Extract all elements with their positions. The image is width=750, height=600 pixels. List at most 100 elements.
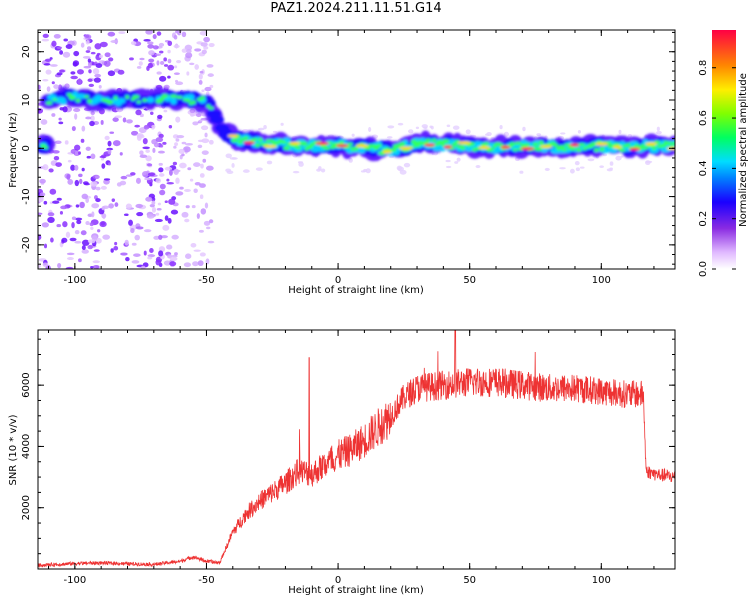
noise-speckle bbox=[192, 261, 199, 267]
noise-speckle bbox=[263, 124, 267, 130]
noise-speckle bbox=[204, 86, 212, 92]
noise-speckle bbox=[199, 252, 206, 257]
noise-speckle bbox=[148, 58, 155, 63]
noise-speckle bbox=[499, 124, 503, 130]
noise-speckle bbox=[184, 44, 193, 51]
ridge-hotspot bbox=[629, 147, 641, 151]
noise-speckle bbox=[153, 142, 160, 148]
ridge-hotspot bbox=[399, 146, 413, 150]
noise-speckle bbox=[205, 258, 210, 265]
noise-speckle bbox=[94, 43, 102, 50]
noise-speckle bbox=[77, 151, 82, 155]
noise-speckle bbox=[85, 116, 92, 120]
colorbar-ticks: 0.0 0.2 0.4 0.6 0.8 bbox=[698, 60, 736, 277]
noise-speckle bbox=[168, 124, 173, 129]
noise-speckle bbox=[51, 81, 55, 85]
noise-speckle bbox=[199, 30, 208, 36]
noise-speckle bbox=[74, 240, 82, 244]
noise-speckle bbox=[100, 185, 107, 190]
noise-speckle bbox=[446, 165, 452, 169]
noise-speckle bbox=[503, 131, 509, 137]
ridge-blob bbox=[209, 115, 225, 124]
ridge-blob bbox=[619, 148, 626, 153]
noise-speckle bbox=[80, 138, 85, 143]
figure-title: PAZ1.2024.211.11.51.G14 bbox=[270, 1, 442, 16]
noise-speckle bbox=[92, 265, 100, 269]
noise-speckle bbox=[158, 167, 164, 173]
noise-speckle bbox=[225, 153, 232, 159]
noise-speckle bbox=[386, 136, 393, 139]
ridge-hotspot bbox=[520, 147, 535, 151]
ridge-blob bbox=[185, 98, 191, 103]
noise-speckle bbox=[93, 249, 100, 252]
ridge-blob bbox=[237, 139, 243, 145]
noise-speckle bbox=[143, 229, 152, 233]
noise-speckle bbox=[110, 248, 114, 253]
noise-speckle bbox=[88, 83, 95, 88]
colorbar-tick-label: 0.4 bbox=[698, 160, 709, 176]
noise-speckle bbox=[77, 78, 82, 85]
noise-speckle bbox=[140, 265, 146, 269]
noise-speckle bbox=[151, 200, 156, 205]
noise-speckle bbox=[94, 175, 100, 179]
noise-speckle bbox=[203, 220, 211, 226]
noise-speckle bbox=[123, 213, 129, 217]
noise-speckle bbox=[54, 140, 62, 145]
ridge-blob bbox=[625, 142, 631, 146]
noise-speckle bbox=[111, 198, 116, 203]
noise-speckle bbox=[158, 250, 164, 257]
ridge-hotspot bbox=[443, 145, 453, 149]
noise-speckle bbox=[56, 197, 62, 201]
ridge-hotspot bbox=[315, 141, 329, 146]
noise-speckle bbox=[136, 134, 142, 141]
spectrogram-xtick-label: 100 bbox=[592, 275, 611, 286]
colorbar-gradient bbox=[712, 30, 736, 269]
noise-speckle bbox=[175, 138, 180, 142]
noise-speckle bbox=[109, 131, 115, 134]
noise-speckle bbox=[73, 108, 81, 113]
noise-speckle bbox=[95, 63, 103, 68]
noise-speckle bbox=[120, 175, 128, 180]
noise-speckle bbox=[112, 140, 121, 147]
ridge-hotspot bbox=[263, 144, 277, 149]
ridge-blob bbox=[353, 146, 359, 151]
ridge-blob bbox=[593, 147, 599, 153]
noise-speckle bbox=[144, 177, 152, 181]
noise-speckle bbox=[58, 117, 62, 121]
ridge-blob bbox=[170, 97, 177, 105]
noise-speckle bbox=[163, 64, 169, 67]
noise-speckle bbox=[185, 52, 193, 59]
ridge-blob bbox=[206, 109, 222, 118]
spectrogram-xtick-label: -50 bbox=[198, 275, 214, 286]
noise-speckle bbox=[656, 126, 660, 132]
noise-speckle bbox=[171, 234, 179, 240]
ridge-blob bbox=[357, 146, 366, 154]
ridge-blob bbox=[306, 144, 313, 149]
ridge-blob bbox=[87, 98, 93, 104]
snr-xtick-label: 50 bbox=[463, 575, 476, 586]
noise-speckle bbox=[148, 50, 155, 56]
noise-speckle bbox=[163, 109, 168, 113]
ridge-blob bbox=[440, 141, 445, 147]
noise-speckle bbox=[114, 115, 123, 119]
noise-speckle bbox=[599, 165, 604, 168]
ridge-blob bbox=[523, 143, 531, 147]
noise-speckle bbox=[100, 154, 107, 159]
noise-speckle bbox=[75, 217, 83, 221]
noise-speckle bbox=[131, 242, 137, 246]
noise-speckle bbox=[62, 106, 68, 113]
ridge-blob bbox=[130, 97, 136, 101]
noise-speckle bbox=[107, 140, 112, 147]
noise-speckle bbox=[156, 31, 162, 36]
ridge-blob bbox=[432, 144, 443, 152]
noise-speckle bbox=[147, 62, 153, 69]
spectrogram-ylabel: Frequency (Hz) bbox=[8, 112, 19, 188]
noise-speckle bbox=[56, 46, 63, 50]
noise-speckle bbox=[577, 129, 581, 134]
noise-speckle bbox=[114, 241, 118, 246]
noise-speckle bbox=[397, 122, 404, 126]
ridge-blob bbox=[75, 93, 87, 99]
noise-speckle bbox=[50, 237, 54, 243]
noise-speckle bbox=[85, 197, 89, 203]
noise-speckle bbox=[136, 65, 142, 69]
